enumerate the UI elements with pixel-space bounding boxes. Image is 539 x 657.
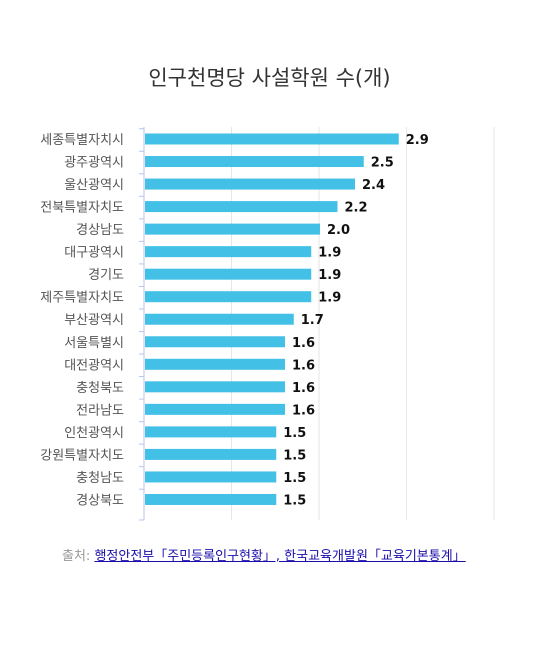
data-label: 1.6: [292, 336, 315, 351]
category-label: 충청남도: [76, 471, 124, 486]
data-label: 2.4: [362, 178, 385, 193]
bar: [145, 358, 285, 370]
category-label: 전라남도: [76, 403, 124, 418]
bar: [145, 381, 285, 393]
bar: [145, 336, 285, 348]
category-labels: 세종특별자치시광주광역시울산광역시전북특별자치도경상남도대구광역시경기도제주특별…: [40, 133, 124, 508]
category-label: 인천광역시: [64, 426, 124, 441]
bars: [145, 133, 399, 505]
data-label: 1.9: [318, 246, 341, 261]
category-label: 강원특별자치도: [40, 448, 124, 463]
bar: [145, 178, 355, 190]
category-label: 충청북도: [76, 381, 124, 396]
bar: [145, 201, 338, 213]
data-label: 2.2: [345, 201, 368, 216]
category-label: 대구광역시: [64, 246, 124, 261]
bar: [145, 493, 277, 505]
category-label: 부산광역시: [64, 313, 124, 328]
bar: [145, 268, 312, 280]
data-label: 2.0: [327, 223, 350, 238]
data-label: 1.6: [292, 381, 315, 396]
category-label: 대전광역시: [64, 358, 124, 373]
data-label: 1.5: [283, 448, 306, 463]
bar: [145, 448, 277, 460]
category-label: 경기도: [88, 268, 124, 283]
data-label: 1.6: [292, 403, 315, 418]
bar: [145, 133, 399, 145]
data-label: 1.5: [283, 426, 306, 441]
source-link[interactable]: 행정안전부「주민등록인구현황」, 한국교육개발원「교육기본통계」: [94, 549, 466, 564]
bar-chart: 세종특별자치시광주광역시울산광역시전북특별자치도경상남도대구광역시경기도제주특별…: [40, 127, 495, 521]
category-label: 세종특별자치시: [40, 133, 124, 148]
category-label: 제주특별자치도: [40, 291, 124, 306]
bar: [145, 156, 364, 168]
data-label: 2.5: [371, 156, 394, 171]
data-label: 1.5: [283, 471, 306, 486]
bar: [145, 246, 312, 258]
data-label: 1.6: [292, 358, 315, 373]
bar: [145, 426, 277, 438]
category-label: 울산광역시: [64, 178, 124, 193]
category-label: 서울특별시: [64, 336, 124, 351]
source-prefix: 출처:: [62, 549, 95, 564]
chart-title: 인구천명당 사설학원 수(개): [148, 66, 391, 90]
y-axis: [139, 127, 145, 521]
category-label: 광주광역시: [64, 156, 124, 171]
data-label: 1.9: [318, 268, 341, 283]
category-label: 경상북도: [76, 493, 124, 508]
data-label: 2.9: [406, 133, 429, 148]
bar: [145, 403, 285, 415]
data-label: 1.5: [283, 493, 306, 508]
category-label: 전북특별자치도: [40, 201, 124, 216]
data-label: 1.7: [301, 313, 324, 328]
value-labels: 2.9 2.5 2.4 2.2 2.0 1.9 1.9 1.9 1.7 1.6 1.6 1.6 1.6 1…: [283, 133, 429, 508]
bar: [145, 313, 294, 325]
category-label: 경상남도: [76, 223, 124, 238]
source-note: 출처: 행정안전부「주민등록인구현황」, 한국교육개발원「교육기본통계」: [62, 545, 466, 564]
bar: [145, 291, 312, 303]
bar: [145, 471, 277, 483]
bar: [145, 223, 320, 235]
data-label: 1.9: [318, 291, 341, 306]
